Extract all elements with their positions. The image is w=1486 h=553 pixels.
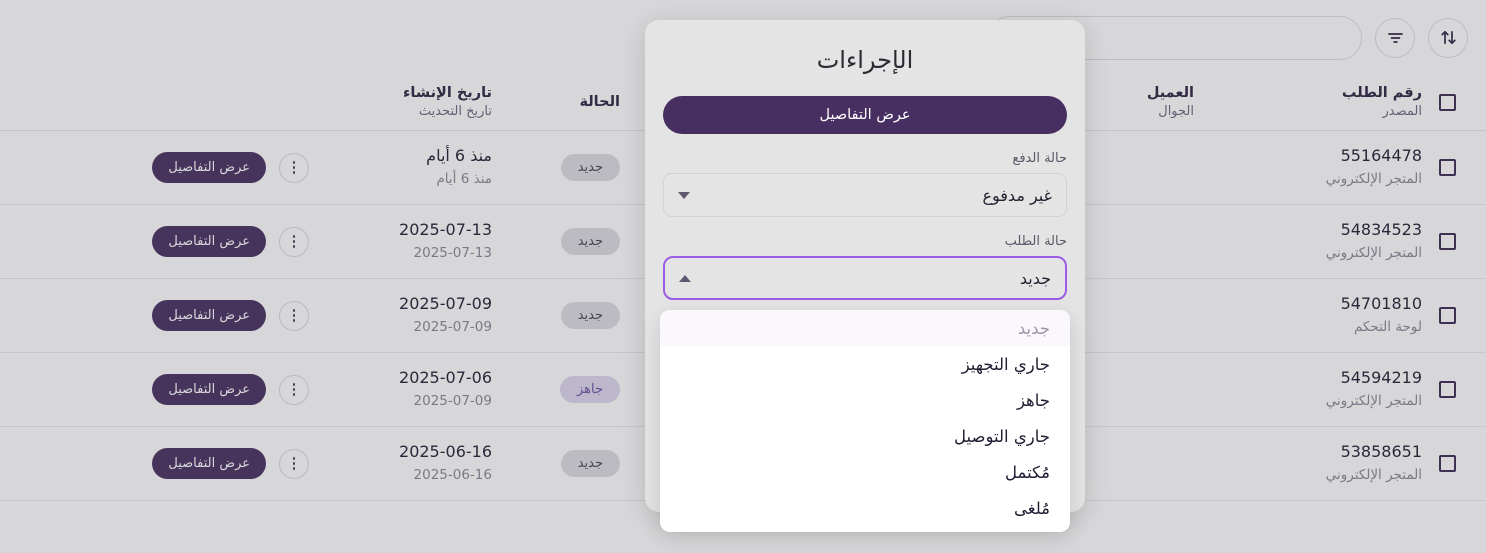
- kebab-menu-icon: [279, 226, 309, 257]
- row-action: عرض التفاصيل: [146, 226, 266, 257]
- column-header-order-no[interactable]: رقم الطلب المصدر: [1341, 85, 1422, 120]
- row-checkbox[interactable]: [1426, 455, 1468, 472]
- row-menu-button[interactable]: [266, 152, 322, 183]
- cell-order-no: 55164478 المتجر الإلكتروني: [1325, 146, 1422, 188]
- order-status-select[interactable]: جديد: [663, 256, 1067, 300]
- kebab-menu-icon: [279, 448, 309, 479]
- order-status-value: جديد: [1019, 268, 1051, 288]
- status-badge: جديد: [560, 450, 620, 477]
- modal-body: عرض التفاصيل حالة الدفع غير مدفوع حالة ا…: [645, 96, 1085, 300]
- view-details-button[interactable]: عرض التفاصيل: [152, 374, 266, 405]
- row-action: عرض التفاصيل: [146, 374, 266, 405]
- row-menu-button[interactable]: [266, 448, 322, 479]
- cell-status: جديد: [492, 154, 620, 181]
- cell-created: 2025-07-09 2025-07-09: [399, 294, 492, 336]
- row-action: عرض التفاصيل: [146, 300, 266, 331]
- payment-status-field: حالة الدفع غير مدفوع: [663, 151, 1067, 217]
- view-details-button[interactable]: عرض التفاصيل: [152, 152, 266, 183]
- cell-status: جديد: [492, 302, 620, 329]
- cell-created: 2025-07-06 2025-07-09: [399, 368, 492, 410]
- row-action: عرض التفاصيل: [146, 448, 266, 479]
- status-badge: جديد: [560, 302, 620, 329]
- cell-created: 2025-07-13 2025-07-13: [399, 220, 492, 262]
- view-details-button[interactable]: عرض التفاصيل: [663, 96, 1067, 134]
- order-status-dropdown-list: جديد جاري التجهيز جاهز جاري التوصيل مُكتمل مُ…: [660, 310, 1070, 532]
- view-details-button[interactable]: عرض التفاصيل: [152, 226, 266, 257]
- cell-order-no: 54701810 لوحة التحكم: [1340, 294, 1422, 336]
- row-checkbox[interactable]: [1426, 381, 1468, 398]
- cell-status: جديد: [492, 450, 620, 477]
- chevron-up-icon: [679, 274, 691, 282]
- kebab-menu-icon: [279, 300, 309, 331]
- row-menu-button[interactable]: [266, 226, 322, 257]
- row-action: عرض التفاصيل: [146, 152, 266, 183]
- cell-created: 2025-06-16 2025-06-16: [399, 442, 492, 484]
- dropdown-option[interactable]: مُلغى: [1013, 498, 1050, 518]
- dropdown-option[interactable]: مُكتمل: [1005, 462, 1050, 482]
- dropdown-option[interactable]: جاهز: [1016, 390, 1050, 410]
- select-all-checkbox[interactable]: [1426, 94, 1468, 111]
- column-header-created[interactable]: تاريخ الإنشاء تاريخ التحديث: [402, 85, 492, 120]
- kebab-menu-icon: [279, 152, 309, 183]
- row-menu-button[interactable]: [266, 374, 322, 405]
- view-details-button[interactable]: عرض التفاصيل: [152, 448, 266, 479]
- order-status-label: حالة الطلب: [1004, 234, 1067, 249]
- modal-title: الإجراءات: [816, 46, 914, 74]
- checkbox-icon: [1438, 307, 1456, 324]
- payment-status-value: غير مدفوع: [982, 185, 1052, 205]
- filter-funnel-icon: [1387, 30, 1404, 45]
- cell-created: منذ 6 أيام منذ 6 أيام: [426, 146, 492, 188]
- status-badge: جديد: [560, 228, 620, 255]
- payment-status-select[interactable]: غير مدفوع: [663, 173, 1067, 217]
- row-menu-button[interactable]: [266, 300, 322, 331]
- column-header-client[interactable]: العميل الجوال: [1146, 85, 1194, 120]
- dropdown-option[interactable]: جديد: [660, 310, 1070, 346]
- checkbox-icon: [1438, 159, 1456, 176]
- sort-arrows-icon: [1440, 29, 1457, 46]
- kebab-menu-icon: [279, 374, 309, 405]
- sort-button[interactable]: [1428, 17, 1468, 58]
- order-status-field: حالة الطلب جديد: [663, 234, 1067, 300]
- row-checkbox[interactable]: [1426, 307, 1468, 324]
- row-checkbox[interactable]: [1426, 233, 1468, 250]
- payment-status-label: حالة الدفع: [1012, 151, 1067, 166]
- view-details-button[interactable]: عرض التفاصيل: [152, 300, 266, 331]
- column-header-status[interactable]: الحالة: [579, 94, 620, 111]
- status-badge: جاهز: [559, 376, 620, 403]
- dropdown-option[interactable]: جاري التوصيل: [954, 426, 1050, 446]
- checkbox-icon: [1438, 381, 1456, 398]
- row-checkbox[interactable]: [1426, 159, 1468, 176]
- checkbox-icon: [1438, 94, 1456, 111]
- chevron-down-icon: [678, 191, 690, 199]
- dropdown-option[interactable]: جاري التجهيز: [961, 354, 1050, 374]
- cell-status: جديد: [492, 228, 620, 255]
- cell-order-no: 54834523 المتجر الإلكتروني: [1325, 220, 1422, 262]
- cell-order-no: 53858651 المتجر الإلكتروني: [1325, 442, 1422, 484]
- cell-status: جاهز: [492, 376, 620, 403]
- filter-button[interactable]: [1375, 17, 1415, 58]
- checkbox-icon: [1438, 455, 1456, 472]
- checkbox-icon: [1438, 233, 1456, 250]
- status-badge: جديد: [560, 154, 620, 181]
- cell-order-no: 54594219 المتجر الإلكتروني: [1325, 368, 1422, 410]
